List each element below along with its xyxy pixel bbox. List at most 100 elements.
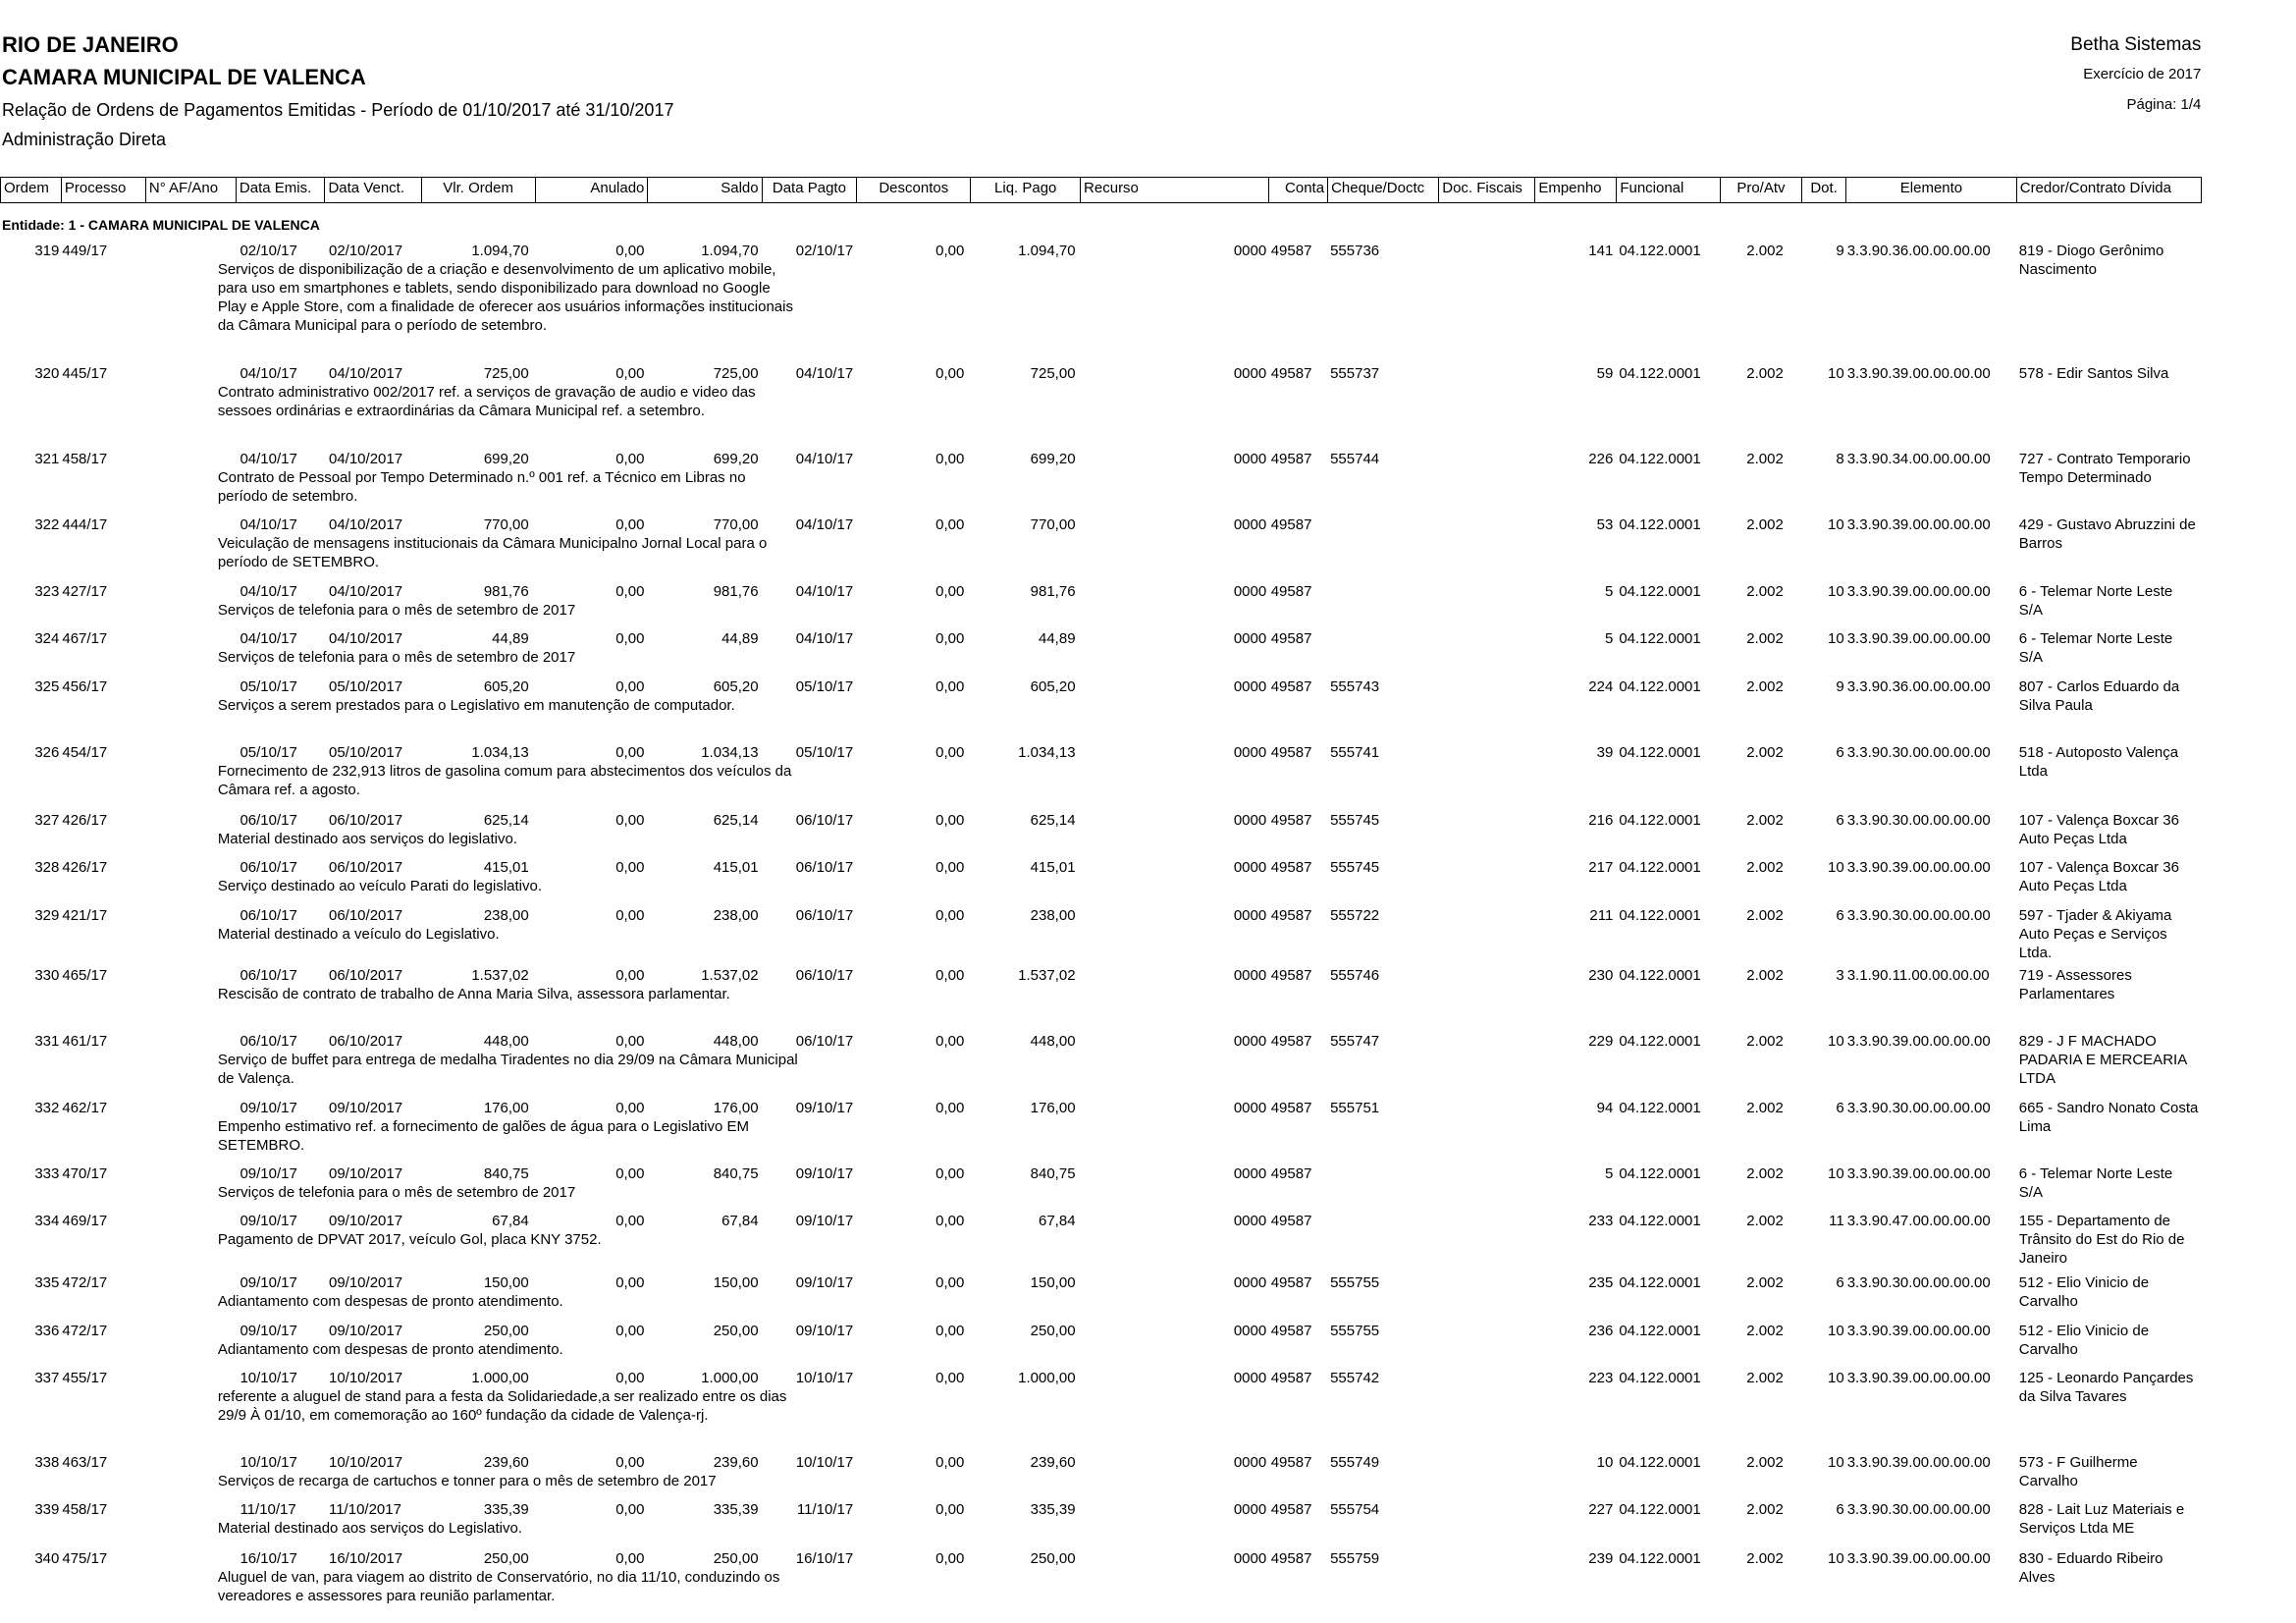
cell-recurso: 0000 [1233,243,1267,260]
cell-credor: 429 - Gustavo Abruzzini de Barros [2018,515,2196,552]
header-line: CAMARA MUNICIPAL DE VALENCA [2,64,366,89]
cell-funcional: 04.122.0001 [1619,1032,1701,1050]
cell-data-emis: 04/10/17 [240,583,297,601]
cell-data-pagto: 10/10/17 [795,1369,854,1386]
cell-credor: 665 - Sandro Nonato Costa Lima [2018,1100,2199,1136]
cell-pro-atv: 2.002 [1746,1165,1784,1183]
cell-conta: 49587 [1270,1032,1312,1050]
cell-saldo: 176,00 [713,1100,759,1117]
cell-data-emis: 16/10/17 [240,1550,297,1568]
cell-recurso: 0000 [1233,1322,1267,1339]
cell-processo: 462/17 [62,1100,108,1117]
cell-vlr-ordem: 239,60 [483,1454,529,1471]
column-header: Dot. [1800,177,1847,204]
cell-vlr-ordem: 1.000,00 [471,1369,529,1386]
cell-data-pagto: 04/10/17 [795,365,854,383]
cell-descontos: 0,00 [935,966,965,984]
cell-empenho: 94 [1596,1100,1614,1117]
cell-descontos: 0,00 [935,858,965,876]
cell-pro-atv: 2.002 [1746,1322,1784,1339]
cell-data-emis: 09/10/17 [240,1165,297,1183]
cell-credor: 6 - Telemar Norte Leste S/A [2018,583,2173,620]
cell-empenho: 5 [1604,630,1614,648]
cell-elemento: 3.3.90.39.00.00.00.00 [1846,583,1991,601]
cell-conta: 49587 [1270,966,1312,984]
cell-descontos: 0,00 [935,583,965,601]
cell-pro-atv: 2.002 [1746,1100,1784,1117]
cell-dot: 10 [1828,365,1844,383]
cell-conta: 49587 [1270,678,1312,696]
cell-empenho: 5 [1604,583,1614,601]
cell-empenho: 227 [1588,1500,1614,1518]
cell-data-pagto: 06/10/17 [795,811,854,829]
cell-data-venct: 05/10/2017 [328,678,403,696]
cell-data-emis: 06/10/17 [240,906,297,924]
cell-recurso: 0000 [1233,1100,1267,1117]
cell-descontos: 0,00 [935,1322,965,1339]
entity-label: Entidade: 1 - CAMARA MUNICIPAL DE VALENC… [2,217,320,234]
cell-liq-pago: 335,39 [1030,1500,1076,1518]
cell-anulado: 0,00 [615,630,645,648]
cell-funcional: 04.122.0001 [1619,450,1701,467]
cell-vlr-ordem: 605,20 [483,678,529,696]
cell-processo: 426/17 [62,811,108,829]
cell-dot: 6 [1836,1500,1844,1518]
cell-funcional: 04.122.0001 [1619,515,1701,533]
cell-saldo: 699,20 [713,450,759,467]
cell-vlr-ordem: 44,89 [492,630,529,648]
cell-credor: 573 - F Guilherme Carvalho [2018,1454,2138,1489]
cell-empenho: 226 [1588,450,1614,467]
cell-historico: Contrato administrativo 002/2017 ref. a … [217,384,756,420]
cell-dot: 9 [1836,678,1844,696]
column-header: Saldo [647,177,763,204]
cell-empenho: 141 [1588,243,1614,260]
cell-saldo: 44,89 [721,630,759,648]
cell-saldo: 725,00 [713,365,759,383]
cell-pro-atv: 2.002 [1746,630,1784,648]
cell-empenho: 53 [1596,515,1614,533]
cell-liq-pago: 625,14 [1030,811,1076,829]
cell-ordem: 340 [34,1550,60,1568]
cell-ordem: 334 [34,1213,60,1230]
header-line: RIO DE JANEIRO [2,32,179,58]
cell-cheque: 555744 [1330,450,1380,467]
cell-data-emis: 04/10/17 [240,515,297,533]
cell-conta: 49587 [1270,1454,1312,1471]
cell-recurso: 0000 [1233,1273,1267,1291]
cell-data-emis: 06/10/17 [240,858,297,876]
cell-empenho: 230 [1588,966,1614,984]
column-header: Pro/Atv [1719,177,1802,204]
cell-credor: 512 - Elio Vinicio de Carvalho [2018,1273,2150,1310]
cell-elemento: 3.3.90.39.00.00.00.00 [1846,1454,1991,1471]
cell-descontos: 0,00 [935,1213,965,1230]
cell-liq-pago: 725,00 [1030,365,1076,383]
cell-processo: 472/17 [62,1322,108,1339]
cell-pro-atv: 2.002 [1746,906,1784,924]
cell-historico: Serviço destinado ao veículo Parati do l… [217,877,543,894]
cell-pro-atv: 2.002 [1746,243,1784,260]
cell-elemento: 3.3.90.30.00.00.00.00 [1846,1273,1991,1291]
cell-dot: 6 [1836,906,1844,924]
cell-data-pagto: 06/10/17 [795,1032,854,1050]
cell-historico: Serviços de recarga de cartuchos e tonne… [217,1473,717,1489]
cell-empenho: 224 [1588,678,1614,696]
cell-data-emis: 05/10/17 [240,678,297,696]
cell-conta: 49587 [1270,744,1312,762]
cell-liq-pago: 981,76 [1030,583,1076,601]
cell-vlr-ordem: 448,00 [483,1032,529,1050]
cell-data-venct: 09/10/2017 [328,1100,403,1117]
cell-historico: Veiculação de mensagens institucionais d… [217,534,768,570]
cell-recurso: 0000 [1233,858,1267,876]
cell-pro-atv: 2.002 [1746,1273,1784,1291]
cell-data-pagto: 11/10/17 [796,1500,854,1518]
cell-elemento: 3.3.90.39.00.00.00.00 [1846,1322,1991,1339]
cell-data-pagto: 06/10/17 [795,906,854,924]
cell-empenho: 211 [1589,906,1614,924]
cell-funcional: 04.122.0001 [1619,1213,1701,1230]
cell-conta: 49587 [1270,243,1312,260]
cell-empenho: 10 [1596,1454,1614,1471]
cell-credor: 155 - Departamento de Trânsito do Est do… [2018,1213,2185,1268]
cell-data-pagto: 04/10/17 [795,630,854,648]
cell-pro-atv: 2.002 [1746,678,1784,696]
cell-data-emis: 02/10/17 [240,243,297,260]
